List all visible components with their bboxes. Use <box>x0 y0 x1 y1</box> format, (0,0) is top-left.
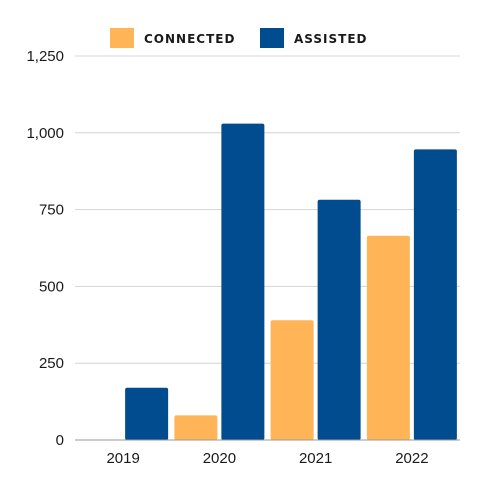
y-tick-label: 1,250 <box>26 48 64 65</box>
y-tick-label: 750 <box>39 202 64 219</box>
bar-connected-2022 <box>366 235 410 440</box>
bars <box>125 123 457 441</box>
x-tick-label: 2022 <box>395 450 428 467</box>
bar-assisted-2022 <box>413 149 457 440</box>
y-tick-label: 500 <box>39 278 64 295</box>
bar-connected-2021 <box>270 320 314 440</box>
legend: CONNECTED ASSISTED <box>110 28 367 48</box>
bar-assisted-2019 <box>125 387 169 440</box>
legend-label-assisted: ASSISTED <box>294 32 367 46</box>
y-tick-label: 250 <box>39 355 64 372</box>
y-axis-tick-labels: 0 250 500 750 1,000 1,250 <box>26 48 64 449</box>
x-tick-label: 2021 <box>299 450 332 467</box>
y-tick-label: 0 <box>56 432 64 449</box>
y-tick-label: 1,000 <box>26 125 64 142</box>
x-tick-label: 2020 <box>203 450 236 467</box>
legend-swatch-assisted <box>260 28 284 48</box>
bar-connected-2020 <box>174 415 218 440</box>
x-tick-label: 2019 <box>106 450 139 467</box>
legend-label-connected: CONNECTED <box>144 32 235 46</box>
legend-swatch-connected <box>110 28 134 48</box>
bar-assisted-2020 <box>221 123 265 441</box>
bar-assisted-2021 <box>317 199 361 440</box>
x-axis-tick-labels: 2019 2020 2021 2022 <box>106 450 428 467</box>
